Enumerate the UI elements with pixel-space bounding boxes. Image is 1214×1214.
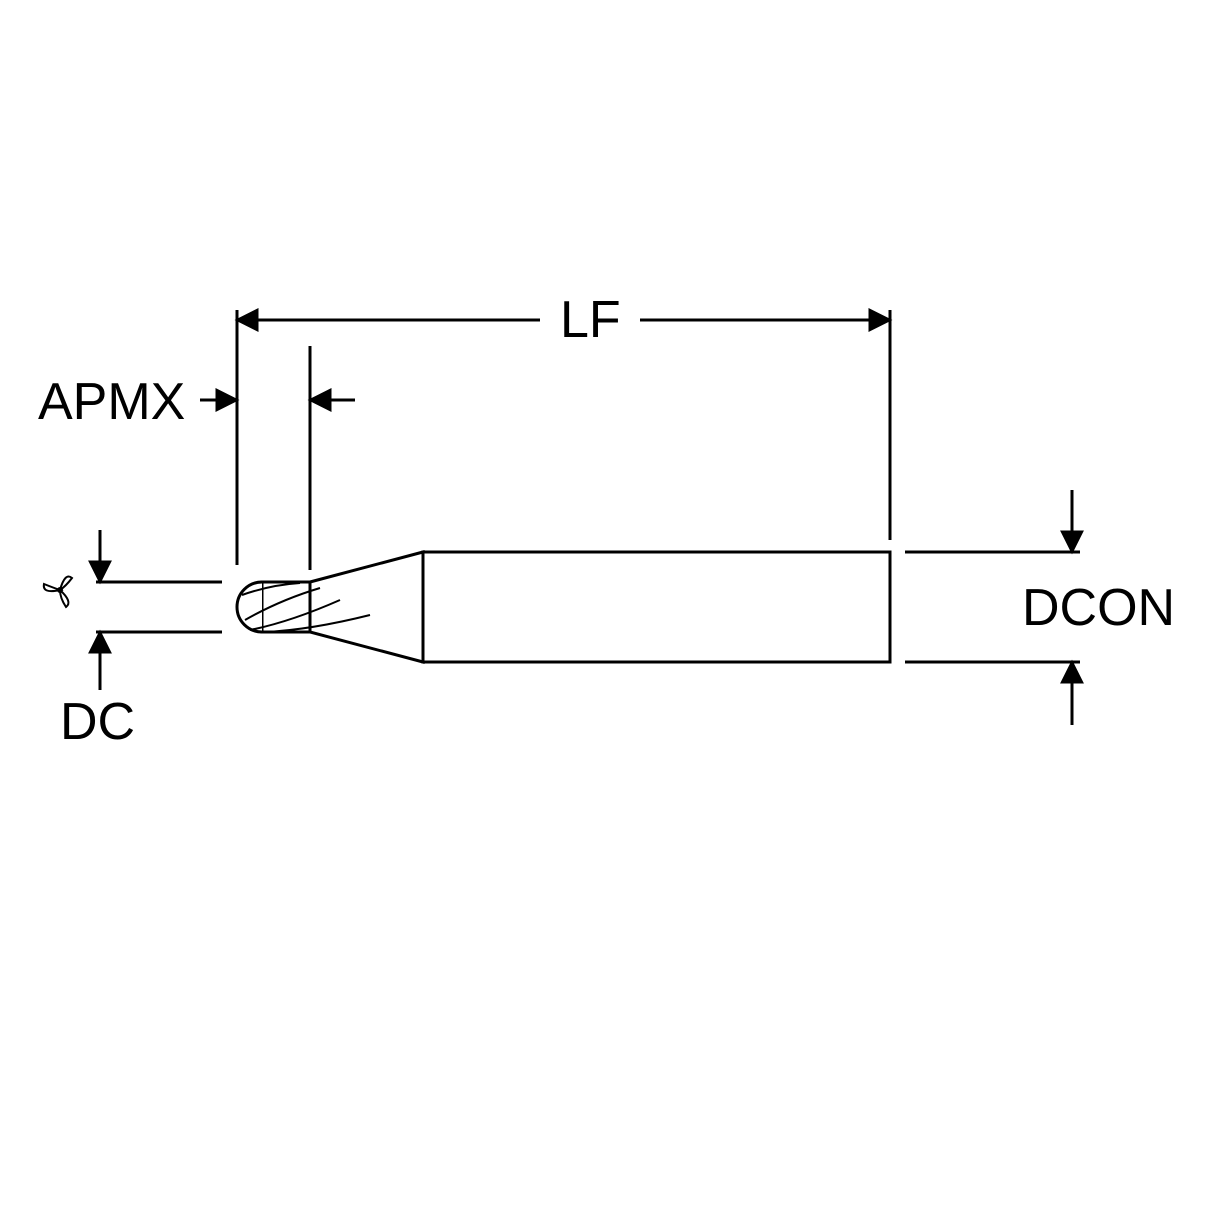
label-lf: LF: [560, 290, 621, 350]
label-dc: DC: [60, 692, 135, 752]
tool-body: [237, 552, 890, 662]
end-view-icon: [42, 572, 78, 608]
label-apmx: APMX: [38, 372, 185, 432]
dim-dc: [96, 530, 222, 690]
dim-apmx: [200, 346, 355, 570]
label-dcon: DCON: [1022, 578, 1175, 638]
